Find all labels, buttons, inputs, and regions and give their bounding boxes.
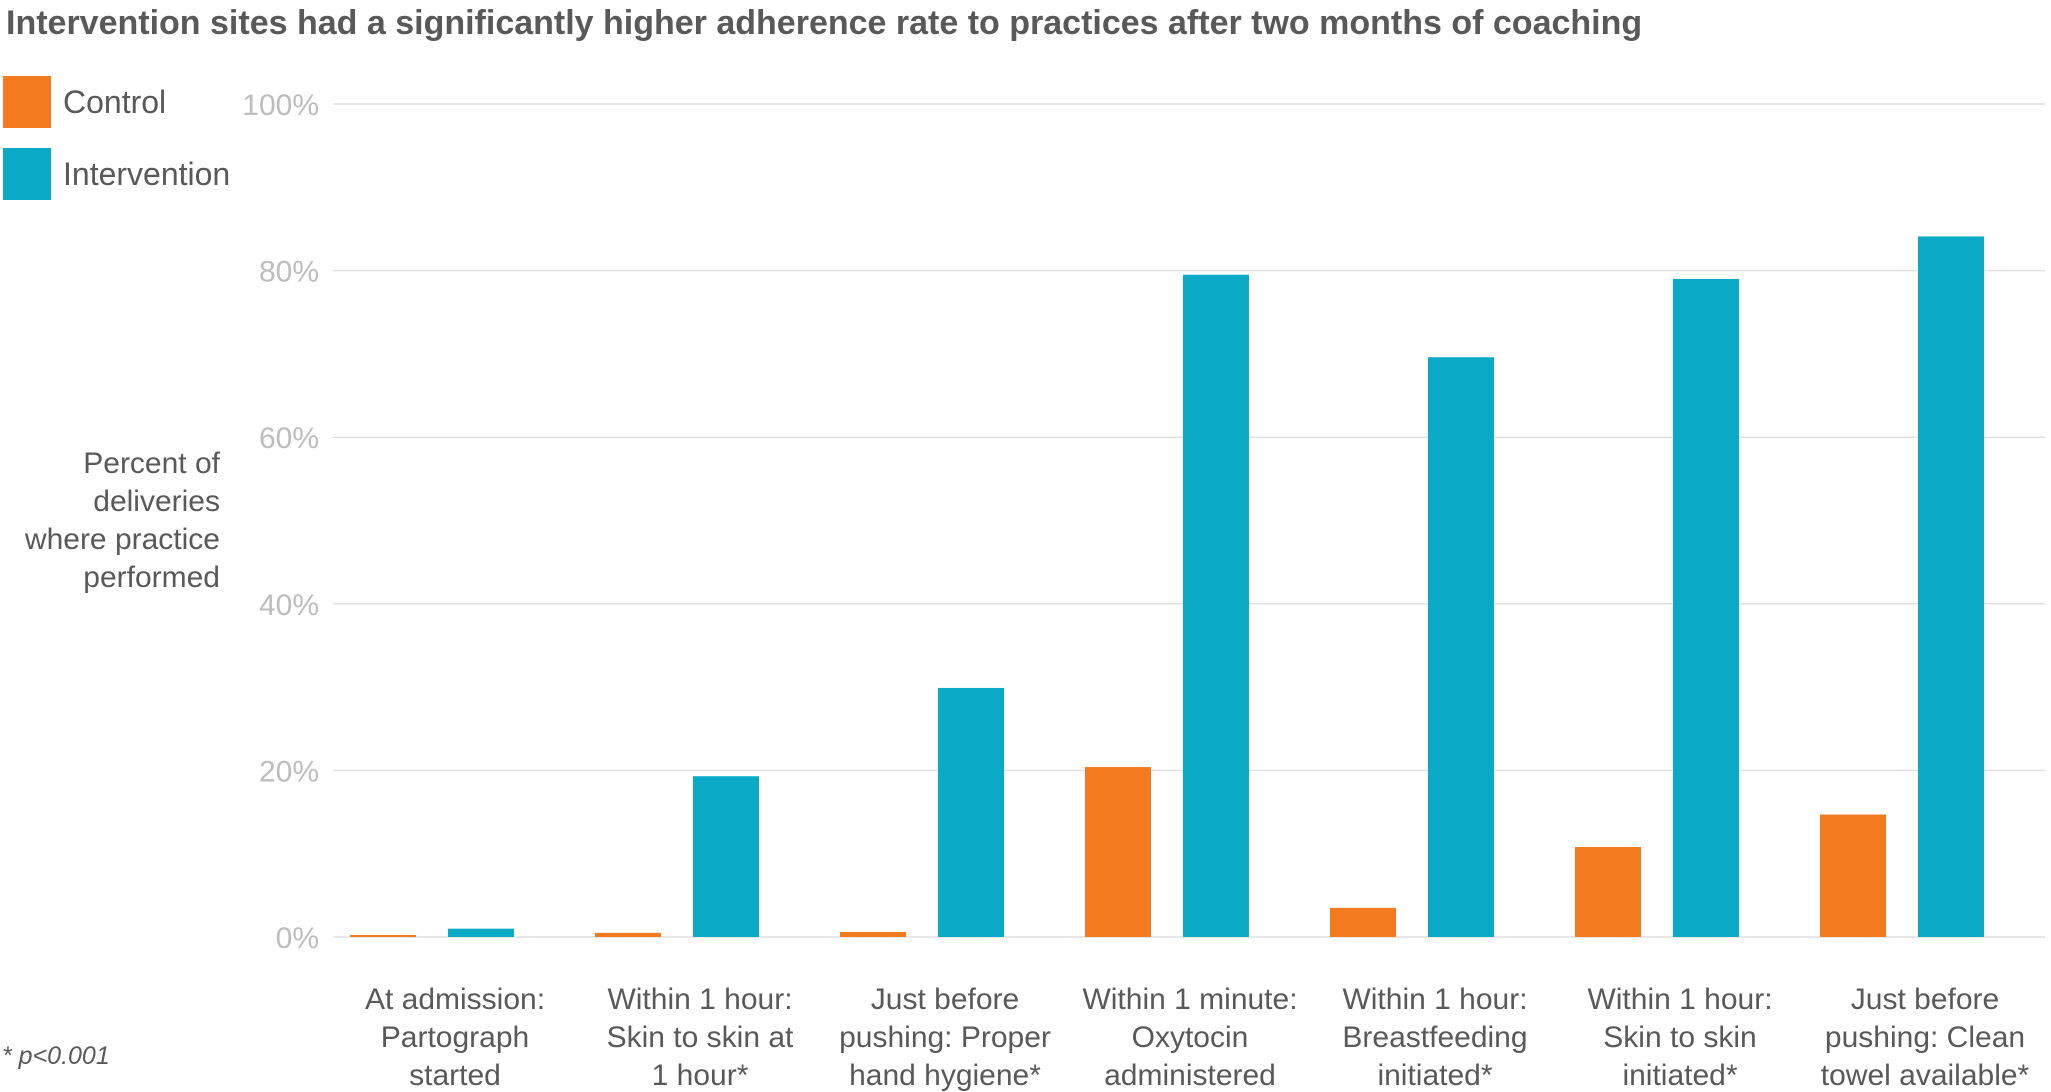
- x-category-label: Within 1 minute: Oxytocin administered: [1082, 983, 1297, 1092]
- x-category-label: Just before pushing: Proper hand hygiene*: [839, 983, 1051, 1092]
- legend-swatch-intervention: [3, 148, 51, 200]
- bar-control-4: [1330, 907, 1396, 937]
- x-category-label: Within 1 hour: Skin to skin at 1 hour*: [607, 983, 794, 1092]
- x-category-label-line: pushing: Clean: [1825, 1021, 2025, 1054]
- bar-control-2: [840, 932, 906, 937]
- y-tick-label: 80%: [259, 256, 319, 289]
- y-axis-label-line: where practice: [24, 523, 220, 556]
- x-category-label-line: initiated*: [1377, 1059, 1492, 1092]
- y-axis-label: Percent of deliveries where practice per…: [10, 445, 220, 597]
- bar-intervention-3: [1183, 274, 1249, 937]
- bar-intervention-1: [693, 776, 759, 937]
- footnote: * p<0.001: [2, 1042, 110, 1070]
- bar-intervention-5: [1673, 278, 1739, 937]
- bar-control-6: [1820, 814, 1886, 937]
- x-category-label: Just before pushing: Clean towel available…: [1821, 983, 2030, 1092]
- x-category-label-line: Within 1 hour:: [607, 983, 792, 1016]
- legend-label-control: Control: [63, 83, 167, 120]
- legend-swatch-control: [3, 76, 51, 128]
- x-category-label-line: hand hygiene*: [849, 1059, 1041, 1092]
- legend: Control Intervention: [3, 76, 230, 220]
- bar-control-5: [1575, 847, 1641, 937]
- x-category-label: Within 1 hour: Skin to skin initiated*: [1587, 983, 1772, 1092]
- bar-intervention-4: [1428, 357, 1494, 937]
- x-category-label-line: Just before: [1851, 983, 1999, 1016]
- y-axis-label-line: performed: [83, 561, 220, 594]
- y-tick-label: 100%: [242, 89, 319, 122]
- x-category-label-line: started: [409, 1059, 501, 1092]
- x-category-label: At admission: Partograph started: [365, 983, 545, 1092]
- bar-intervention-6: [1918, 236, 1984, 937]
- x-category-label-line: pushing: Proper: [839, 1021, 1051, 1054]
- x-category-label-line: Within 1 hour:: [1587, 983, 1772, 1016]
- bar-control-0: [350, 935, 416, 937]
- x-category-label-line: Within 1 hour:: [1342, 983, 1527, 1016]
- legend-label-intervention: Intervention: [63, 155, 231, 192]
- x-category-label-line: Just before: [871, 983, 1019, 1016]
- bar-intervention-2: [938, 687, 1004, 937]
- x-category-label-line: initiated*: [1622, 1059, 1737, 1092]
- x-category-label-line: Within 1 minute:: [1082, 983, 1297, 1016]
- y-tick-label: 0%: [276, 922, 319, 955]
- x-category-label: Within 1 hour: Breastfeeding initiated*: [1342, 983, 1527, 1092]
- x-category-label-line: towel available*: [1821, 1059, 2030, 1092]
- bar-intervention-0: [448, 928, 514, 937]
- legend-item-intervention: Intervention: [3, 148, 230, 200]
- x-category-label-line: administered: [1104, 1059, 1276, 1092]
- x-category-label-line: Breastfeeding: [1342, 1021, 1527, 1054]
- y-axis-label-line: Percent of: [83, 447, 220, 480]
- y-tick-label: 40%: [259, 589, 319, 622]
- x-category-label-line: 1 hour*: [652, 1059, 749, 1092]
- legend-item-control: Control: [3, 76, 230, 128]
- bar-control-3: [1085, 767, 1151, 937]
- x-category-label-line: Oxytocin: [1132, 1021, 1249, 1054]
- y-tick-label: 60%: [259, 422, 319, 455]
- bar-control-1: [595, 932, 661, 937]
- y-axis-label-line: deliveries: [93, 485, 220, 518]
- x-category-label-line: Partograph: [381, 1021, 529, 1054]
- x-category-label-line: At admission:: [365, 983, 545, 1016]
- x-category-label-line: Skin to skin: [1603, 1021, 1756, 1054]
- y-tick-label: 20%: [259, 755, 319, 788]
- x-category-label-line: Skin to skin at: [607, 1021, 794, 1054]
- chart-title: Intervention sites had a significantly h…: [6, 4, 1643, 42]
